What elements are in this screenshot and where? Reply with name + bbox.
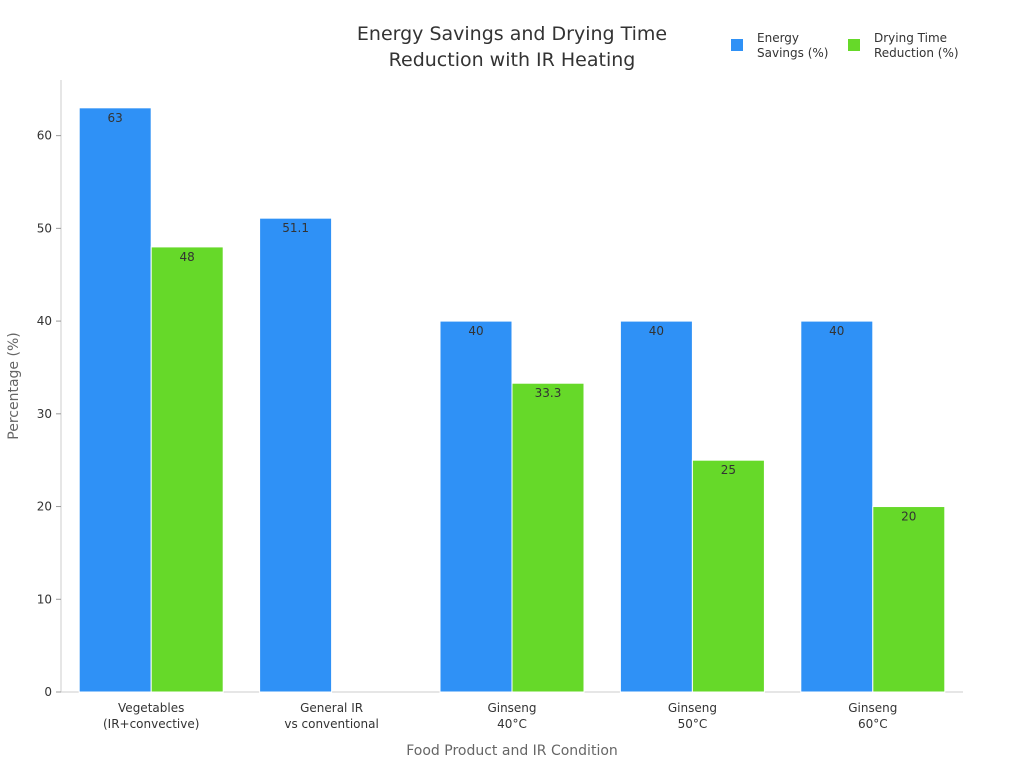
bar[interactable] bbox=[78, 107, 152, 693]
chart-title-line: Energy Savings and Drying Time bbox=[357, 23, 667, 45]
bar-value-label: 48 bbox=[180, 250, 195, 264]
y-tick-label: 0 bbox=[44, 685, 52, 699]
chart-title: Energy Savings and Drying Time Reduction … bbox=[357, 23, 667, 71]
bar-value-label: 40 bbox=[468, 324, 483, 338]
bar[interactable] bbox=[800, 320, 874, 693]
y-tick-label: 30 bbox=[37, 407, 52, 421]
bar-value-label: 20 bbox=[901, 510, 916, 524]
chart-title-line: Reduction with IR Heating bbox=[389, 49, 636, 71]
x-axis-title: Food Product and IR Condition bbox=[406, 743, 618, 759]
x-tick-label: Ginseng bbox=[848, 701, 897, 715]
legend-label: Savings (%) bbox=[757, 46, 828, 60]
x-tick-label: vs conventional bbox=[284, 717, 378, 731]
bar-value-label: 51.1 bbox=[282, 221, 309, 235]
y-tick-label: 60 bbox=[37, 129, 52, 143]
y-tick-label: 20 bbox=[37, 500, 52, 514]
y-tick-label: 50 bbox=[37, 221, 52, 235]
x-tick-label: Ginseng bbox=[668, 701, 717, 715]
bars bbox=[78, 107, 946, 693]
x-tick-label: 50°C bbox=[678, 717, 708, 731]
x-tick-label: 40°C bbox=[497, 717, 527, 731]
bar[interactable] bbox=[150, 246, 224, 693]
legend-label: Reduction (%) bbox=[874, 46, 959, 60]
data-labels: 63 48 51.1 40 33.3 40 25 40 20 bbox=[108, 111, 917, 524]
x-tick-label: General IR bbox=[300, 701, 363, 715]
y-tick-label: 40 bbox=[37, 314, 52, 328]
axes: 0 10 20 30 40 50 60 Food Product and IR Conditi… bbox=[6, 80, 963, 759]
bar-value-label: 40 bbox=[829, 324, 844, 338]
y-tick-label: 10 bbox=[37, 592, 52, 606]
legend-swatch[interactable] bbox=[731, 39, 743, 51]
bar[interactable] bbox=[691, 459, 765, 693]
bar[interactable] bbox=[259, 217, 333, 693]
bar[interactable] bbox=[619, 320, 693, 693]
bar-value-label: 25 bbox=[721, 463, 736, 477]
x-tick-label: Ginseng bbox=[487, 701, 536, 715]
bar-value-label: 63 bbox=[108, 111, 123, 125]
bar[interactable] bbox=[511, 382, 585, 693]
legend-label: Drying Time bbox=[874, 31, 947, 45]
legend-label: Energy bbox=[757, 31, 799, 45]
bar[interactable] bbox=[439, 320, 513, 693]
x-tick-label: (IR+convective) bbox=[103, 717, 199, 731]
bar-value-label: 33.3 bbox=[535, 386, 562, 400]
bar[interactable] bbox=[872, 506, 946, 693]
y-axis-title: Percentage (%) bbox=[6, 332, 22, 439]
legend-swatch[interactable] bbox=[848, 39, 860, 51]
x-tick-label: 60°C bbox=[858, 717, 888, 731]
bar-value-label: 40 bbox=[649, 324, 664, 338]
x-tick-label: Vegetables bbox=[118, 701, 184, 715]
